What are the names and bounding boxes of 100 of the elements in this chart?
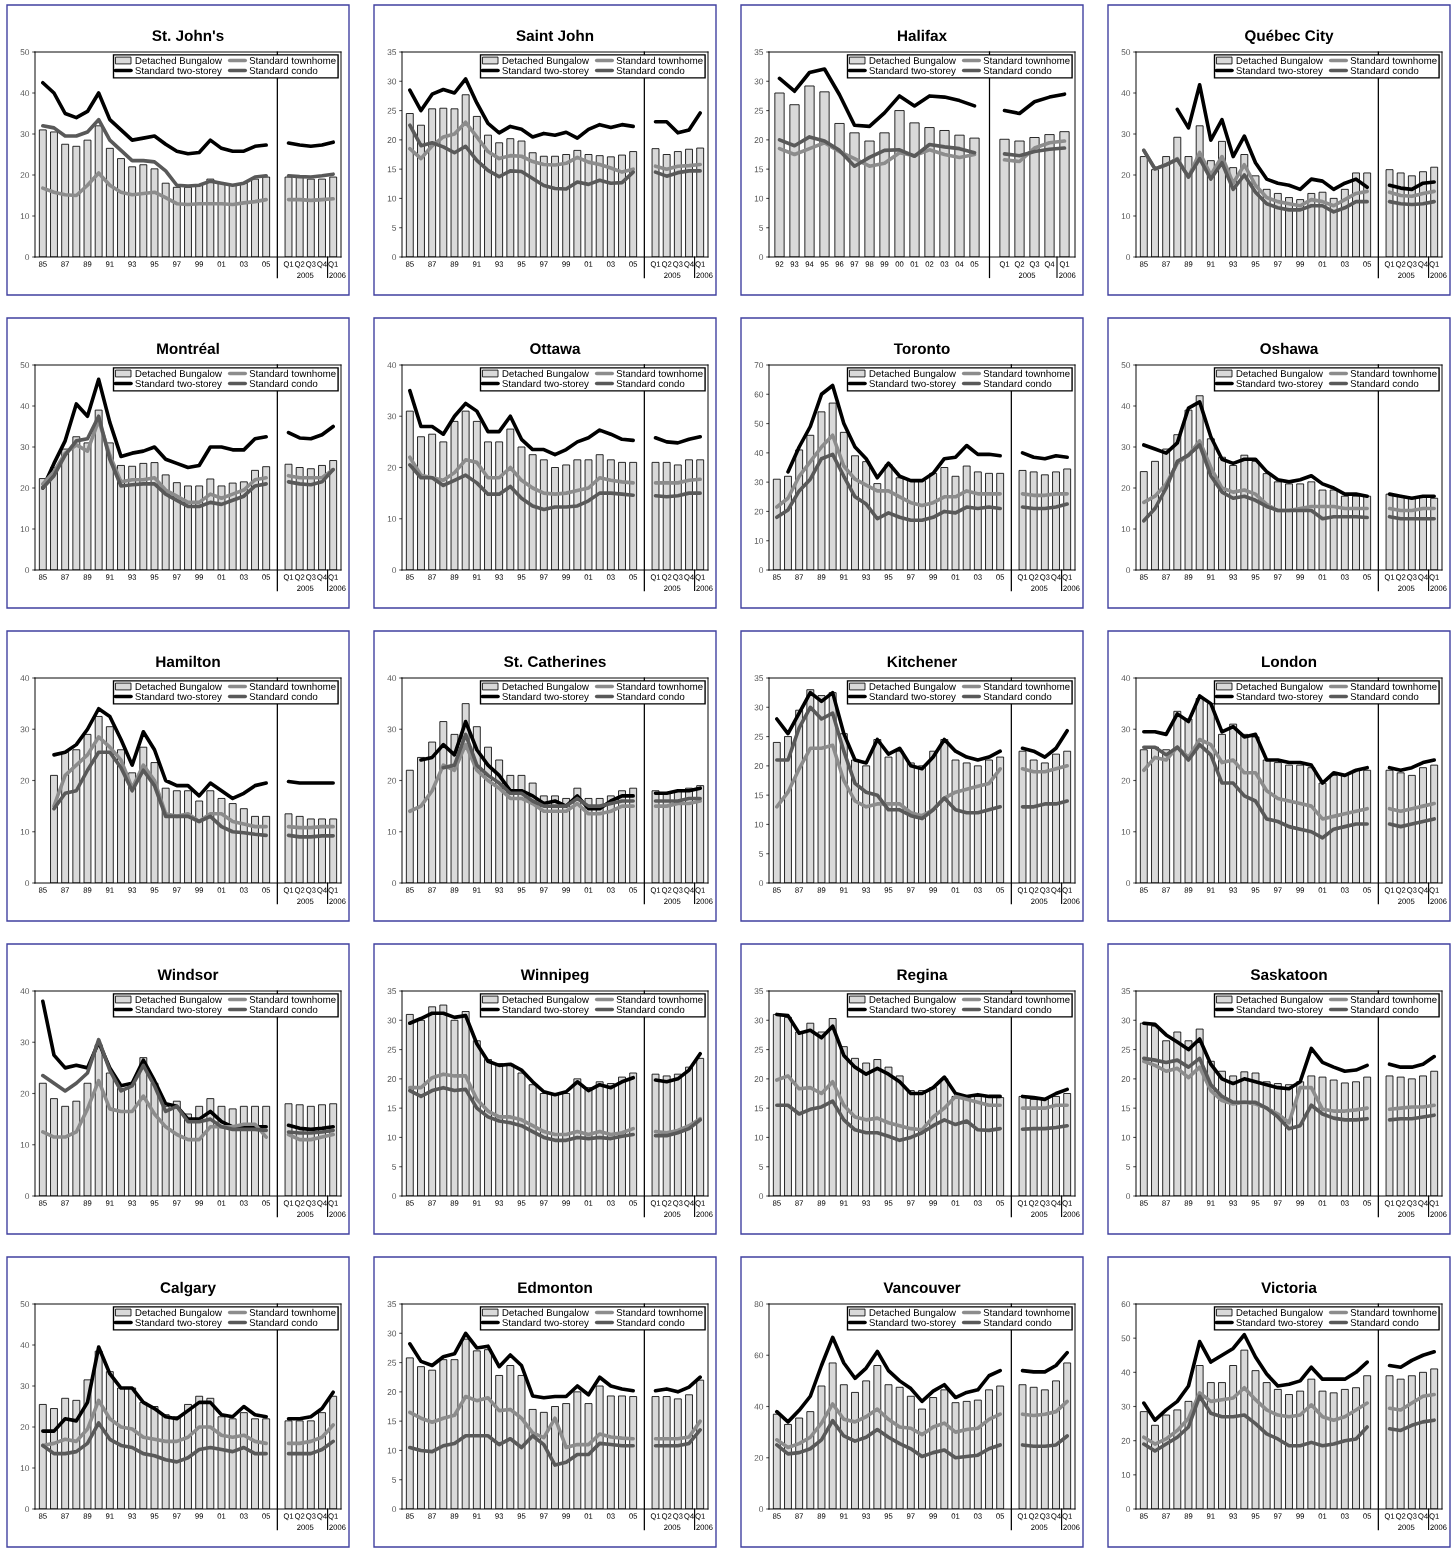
y-tick-label: 20 [20,485,30,492]
legend-label: Standard two-storey [869,379,956,389]
y-tick-label: 40 [20,1342,30,1349]
legend-label: Standard condo [616,692,685,701]
y-tick-label: 25 [754,733,764,740]
y-tick-label: 5 [759,1164,764,1170]
y-tick-label: 35 [754,49,764,56]
y-tick-label: 0 [1126,1506,1131,1513]
legend-label: Standard two-storey [1236,1005,1323,1015]
legend-label: Standard condo [983,1318,1052,1327]
chart-title: Saskatoon [1250,968,1327,981]
legend-label: Standard townhome [616,1308,703,1316]
legend-label: Standard two-storey [502,66,589,76]
y-tick-label: 30 [20,1039,30,1046]
y-tick-label: 0 [759,880,764,887]
y-tick-label: 10 [387,1134,397,1141]
y-tick-label: 10 [387,1447,397,1454]
y-tick-label: 25 [754,107,764,114]
y-tick-label: 15 [754,1105,764,1112]
legend-label: Detached Bungalow [1236,1308,1323,1318]
y-tick-label: 30 [1121,726,1131,733]
y-tick-label: 5 [392,1477,397,1483]
y-tick-label: 0 [1126,1193,1131,1200]
legend-label: Detached Bungalow [869,1308,956,1318]
legend-label: Standard townhome [616,995,703,1003]
y-tick-label: 50 [754,420,764,427]
y-tick-label: 40 [754,450,764,456]
legend-label: Detached Bungalow [1236,369,1323,379]
chart-title: Calgary [160,1281,216,1297]
y-tick-label: 15 [754,166,764,173]
y-tick-label: 30 [387,413,397,420]
legend-label: Standard two-storey [502,692,589,702]
y-tick-label: 20 [1121,485,1131,492]
y-tick-label: 30 [387,726,397,733]
legend-label: Standard condo [1350,1318,1419,1327]
y-tick-label: 25 [387,107,397,114]
legend-label: Detached Bungalow [502,1308,589,1318]
chart-title: Hamilton [156,655,220,668]
y-tick-label: 0 [1126,567,1131,574]
legend-label: Standard two-storey [135,692,222,702]
y-tick-label: 0 [392,880,397,887]
y-tick-label: 30 [387,1017,397,1024]
legend-label: Standard townhome [249,369,336,377]
y-tick-label: 30 [1121,131,1131,138]
y-tick-label: 25 [1121,1046,1131,1053]
legend-label: Standard townhome [249,995,336,1003]
y-tick-label: 10 [1121,1134,1131,1141]
y-tick-label: 20 [387,1076,397,1082]
legend-label: Standard townhome [1350,369,1437,377]
y-tick-label: 40 [1121,675,1131,682]
chart-title: Saint John [516,29,594,42]
y-tick-label: 50 [1121,362,1131,369]
y-tick-label: 30 [1121,1403,1131,1410]
y-tick-label: 30 [1121,444,1131,451]
y-tick-label: 20 [1121,1076,1131,1082]
legend-label: Standard two-storey [1236,692,1323,702]
y-tick-label: 50 [1121,1335,1131,1342]
chart-title: Victoria [1261,1281,1317,1294]
y-tick-label: 0 [25,567,30,574]
chart-title: Ottawa [530,343,581,355]
chart-title: Halifax [897,29,947,42]
y-tick-label: 10 [20,526,30,533]
y-tick-label: 15 [387,1418,397,1425]
legend-label: Standard townhome [1350,682,1437,690]
legend-label: Standard two-storey [135,66,222,76]
legend-label: Standard condo [249,692,318,701]
legend-label: Detached Bungalow [869,56,956,66]
y-tick-label: 0 [1126,880,1131,887]
y-tick-label: 10 [1121,213,1131,220]
legend-label: Detached Bungalow [135,1308,222,1318]
legend-label: Standard two-storey [502,1318,589,1328]
y-tick-label: 50 [20,1301,30,1308]
y-tick-label: 10 [1121,1472,1131,1478]
y-tick-label: 0 [392,254,397,261]
y-tick-label: 10 [387,828,397,835]
y-tick-label: 30 [20,131,30,138]
y-tick-label: 10 [20,213,30,220]
y-tick-label: 35 [754,675,764,682]
y-tick-label: 0 [392,1193,397,1200]
legend-label: Detached Bungalow [502,369,589,379]
y-tick-label: 10 [387,515,397,522]
y-tick-label: 60 [1121,1301,1131,1308]
y-tick-label: 40 [20,675,30,682]
chart-title: Québec City [1245,29,1334,45]
y-tick-label: 40 [1121,90,1131,97]
legend-label: Standard condo [616,1318,685,1327]
y-tick-label: 40 [754,1403,764,1410]
legend-label: Standard condo [616,1005,685,1014]
legend-label: Standard townhome [1350,56,1437,64]
legend-label: Standard condo [249,1005,318,1014]
legend-label: Detached Bungalow [502,682,589,692]
y-tick-label: 35 [754,988,764,995]
legend-label: Standard condo [1350,379,1419,388]
legend-label: Standard two-storey [869,66,956,76]
legend-label: Standard condo [249,1318,318,1327]
y-tick-label: 30 [387,78,397,85]
y-tick-label: 40 [1121,403,1131,410]
y-tick-label: 10 [1121,828,1131,835]
y-tick-label: 30 [754,704,764,711]
chart-title: London [1262,655,1317,668]
